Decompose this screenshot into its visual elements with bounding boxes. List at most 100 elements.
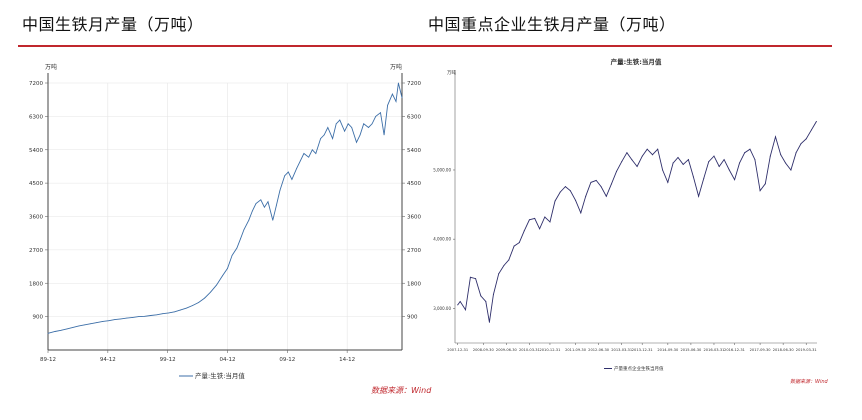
- data-point: [631, 159, 633, 161]
- y-tick-label-left: 7200: [29, 81, 43, 87]
- data-point: [272, 219, 274, 221]
- data-point: [657, 148, 659, 150]
- data-point: [323, 134, 325, 136]
- right-title-rule: [424, 45, 832, 47]
- data-point: [800, 143, 802, 145]
- data-point: [457, 304, 459, 306]
- data-point: [54, 331, 56, 332]
- data-point: [539, 228, 541, 230]
- x-tick-label: 2013-03-31: [611, 348, 632, 352]
- x-tick-label: 04-12: [220, 357, 236, 363]
- data-point: [132, 316, 134, 318]
- x-tick-label: 2009-06-30: [496, 348, 518, 352]
- data-point: [252, 210, 253, 212]
- data-point: [368, 127, 369, 128]
- data-point: [60, 329, 62, 331]
- data-point: [641, 155, 643, 157]
- y-tick-label-right: 3600: [407, 215, 421, 221]
- data-point: [692, 176, 694, 178]
- data-point: [615, 170, 617, 172]
- chart-title: 产量:生铁:当月值: [611, 57, 662, 66]
- data-point: [284, 175, 286, 177]
- data-point: [291, 179, 293, 180]
- data-point: [320, 138, 322, 140]
- data-point: [308, 156, 310, 158]
- data-point: [260, 199, 262, 201]
- y-tick-label-left: 2700: [29, 248, 43, 254]
- data-point: [605, 195, 607, 197]
- data-point: [162, 313, 164, 315]
- data-point: [744, 152, 746, 154]
- data-point: [559, 191, 561, 193]
- data-point: [718, 166, 720, 168]
- data-point: [667, 181, 669, 183]
- data-point: [651, 154, 653, 156]
- data-point: [662, 169, 664, 171]
- y-tick-label-left: 3600: [29, 215, 43, 221]
- data-point: [492, 294, 494, 296]
- data-point: [120, 318, 122, 320]
- x-tick-label: 2016-12-31: [724, 348, 745, 352]
- data-point: [590, 181, 592, 183]
- data-point: [518, 242, 520, 244]
- data-point: [554, 200, 556, 202]
- data-point: [192, 305, 193, 306]
- x-tick-label: 2017-09-30: [750, 348, 772, 352]
- data-point: [585, 195, 587, 197]
- data-point: [754, 159, 756, 161]
- x-tick-label: 2013-12-31: [632, 348, 653, 352]
- data-point: [687, 159, 689, 161]
- data-point: [144, 315, 146, 317]
- right-source-note: 数据来源：Wind: [790, 379, 828, 385]
- y-tick-label-left: 5400: [29, 148, 43, 154]
- data-point: [347, 123, 349, 125]
- data-point: [108, 320, 110, 322]
- data-point: [698, 195, 700, 197]
- y-tick-label: 5,000.00: [433, 167, 451, 172]
- data-point: [469, 276, 471, 278]
- data-point: [503, 264, 505, 266]
- data-point: [498, 273, 500, 275]
- data-point: [275, 204, 277, 206]
- data-point: [708, 161, 710, 163]
- data-point: [255, 203, 257, 204]
- data-point: [150, 315, 152, 316]
- data-point: [459, 300, 461, 302]
- y-tick-label-right: 2700: [407, 248, 421, 254]
- x-tick-label: 94-12: [100, 357, 116, 363]
- data-point: [703, 177, 705, 179]
- data-point: [636, 166, 638, 168]
- data-point: [488, 321, 490, 323]
- x-tick-label: 2010-03-31: [519, 348, 540, 352]
- x-tick-label: 99-12: [160, 357, 176, 363]
- y-unit: 万吨: [447, 69, 456, 76]
- legend-label: 产量重点企业生铁当月值: [614, 365, 664, 372]
- y-tick-label-left: 4500: [29, 181, 43, 187]
- data-point: [375, 115, 377, 117]
- data-point: [523, 230, 525, 232]
- y-unit-right: 万吨: [390, 63, 402, 71]
- data-point: [764, 183, 766, 185]
- data-point: [769, 155, 771, 157]
- data-point: [339, 119, 341, 121]
- x-tick-label: 2018-06-30: [773, 348, 795, 352]
- series-line-key-enterprise: [457, 121, 817, 323]
- data-point: [156, 314, 158, 316]
- y-tick-label-right: 7200: [407, 81, 421, 87]
- data-point: [723, 159, 725, 161]
- data-point: [204, 297, 205, 299]
- data-point: [78, 325, 80, 327]
- data-point: [72, 326, 74, 328]
- series-line-national-pig-iron: [47, 82, 403, 334]
- y-unit-left: 万吨: [45, 63, 57, 71]
- y-tick-label-right: 4500: [407, 181, 421, 187]
- x-tick-label: 2011-09-30: [565, 348, 587, 352]
- x-tick-label: 2015-06-30: [680, 348, 702, 352]
- data-point: [672, 162, 674, 164]
- y-tick-label: 3,000.00: [433, 306, 451, 311]
- right-panel-title: 中国重点企业生铁月产量（万吨）: [428, 15, 676, 34]
- data-point: [785, 162, 787, 164]
- data-point: [682, 163, 684, 165]
- data-point: [646, 148, 648, 150]
- data-point: [363, 123, 365, 125]
